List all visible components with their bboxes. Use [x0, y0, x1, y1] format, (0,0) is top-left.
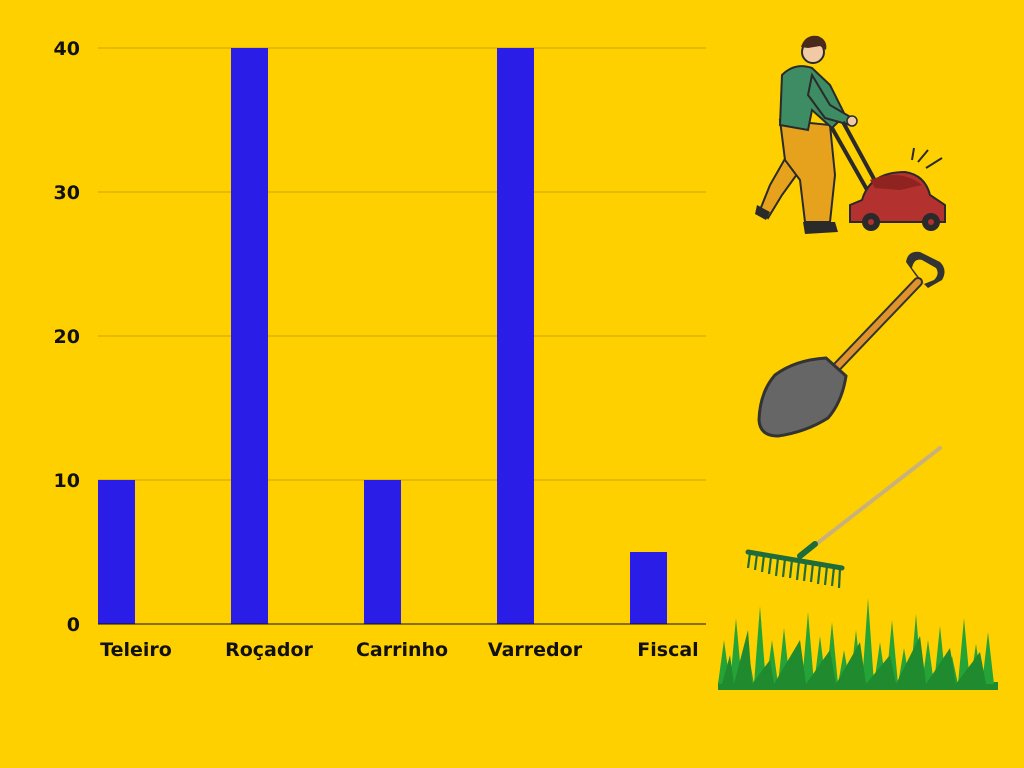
- bar-varredor: [497, 48, 534, 624]
- y-tick-label: 10: [54, 470, 80, 492]
- x-tick-label: Fiscal: [637, 639, 698, 661]
- x-tick-label: Roçador: [225, 639, 313, 661]
- bar-teleiro: [98, 480, 135, 624]
- grid-lines: [98, 47, 706, 481]
- y-tick-label: 0: [67, 614, 80, 636]
- x-tick-label: Teleiro: [100, 639, 172, 661]
- y-tick-label: 20: [54, 326, 80, 348]
- bar-carrinho: [364, 480, 401, 624]
- y-tick-label: 30: [54, 182, 80, 204]
- bar-fiscal: [630, 552, 667, 624]
- bar-roçador: [231, 48, 268, 624]
- bars: [98, 48, 667, 624]
- y-axis-ticks: 0 10 20 30 40: [54, 38, 80, 636]
- y-tick-label: 40: [54, 38, 80, 60]
- x-tick-label: Varredor: [488, 639, 583, 661]
- x-axis-ticks: Teleiro Roçador Carrinho Varredor Fiscal: [100, 639, 699, 661]
- x-tick-label: Carrinho: [356, 639, 448, 661]
